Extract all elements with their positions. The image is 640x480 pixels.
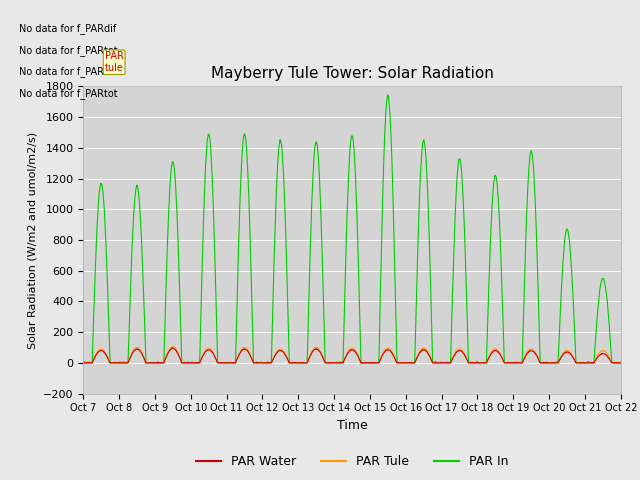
- PAR In: [186, 360, 194, 366]
- PAR Water: [506, 360, 514, 366]
- Line: PAR In: PAR In: [83, 95, 621, 363]
- PAR In: [617, 360, 625, 365]
- PAR Tule: [187, 360, 195, 366]
- PAR Water: [436, 360, 444, 366]
- PAR In: [554, 360, 561, 366]
- PAR In: [384, 92, 392, 98]
- PAR In: [259, 360, 267, 366]
- PAR Tule: [617, 360, 625, 366]
- PAR In: [79, 359, 87, 365]
- PAR Tule: [260, 360, 268, 366]
- PAR Water: [168, 345, 176, 351]
- Text: No data for f_PARtot: No data for f_PARtot: [19, 45, 117, 56]
- PAR Tule: [200, 351, 207, 357]
- Text: No data for f_PARdif: No data for f_PARdif: [19, 23, 116, 34]
- PAR Water: [186, 360, 194, 366]
- Text: PAR
tule: PAR tule: [105, 51, 124, 73]
- PAR In: [199, 230, 207, 236]
- Text: No data for f_PARtot: No data for f_PARtot: [19, 88, 117, 98]
- PAR Tule: [554, 360, 561, 366]
- PAR Tule: [79, 360, 87, 366]
- Title: Mayberry Tule Tower: Solar Radiation: Mayberry Tule Tower: Solar Radiation: [211, 66, 493, 81]
- X-axis label: Time: Time: [337, 419, 367, 432]
- PAR In: [436, 360, 444, 366]
- Legend: PAR Water, PAR Tule, PAR In: PAR Water, PAR Tule, PAR In: [191, 450, 513, 473]
- PAR In: [81, 360, 89, 366]
- Line: PAR Tule: PAR Tule: [83, 347, 621, 363]
- PAR Water: [79, 360, 87, 366]
- PAR In: [506, 360, 514, 366]
- PAR Water: [617, 360, 625, 366]
- PAR Water: [554, 360, 561, 366]
- PAR Tule: [436, 360, 444, 366]
- PAR Water: [259, 360, 267, 366]
- Line: PAR Water: PAR Water: [83, 348, 621, 363]
- PAR Tule: [80, 360, 88, 366]
- Text: No data for f_PARdif: No data for f_PARdif: [19, 66, 116, 77]
- Y-axis label: Solar Radiation (W/m2 and umol/m2/s): Solar Radiation (W/m2 and umol/m2/s): [28, 132, 37, 348]
- PAR Water: [199, 352, 207, 358]
- PAR Tule: [506, 360, 514, 366]
- PAR Tule: [168, 344, 176, 349]
